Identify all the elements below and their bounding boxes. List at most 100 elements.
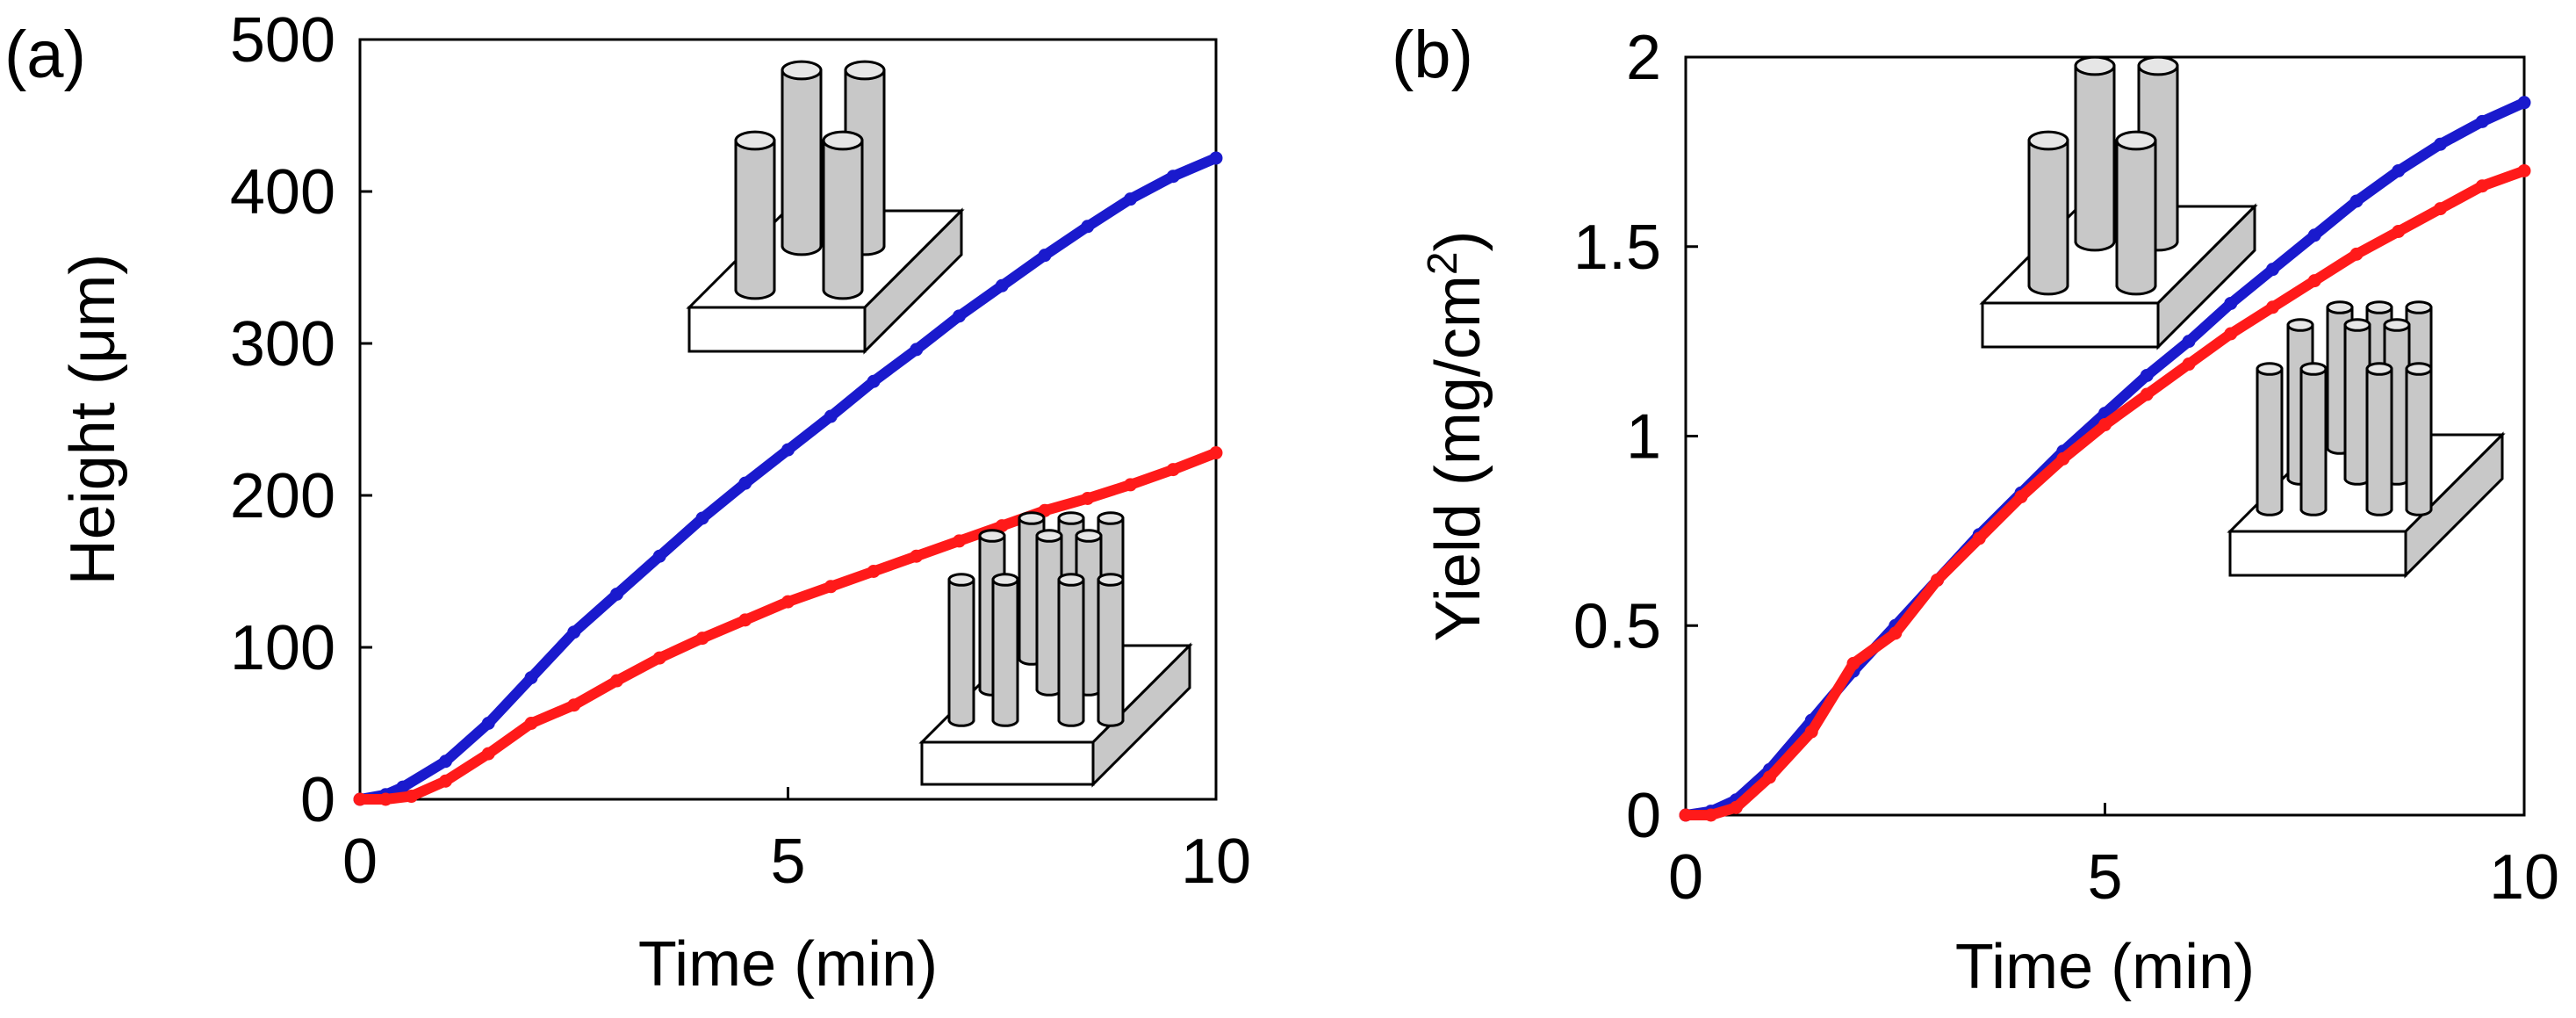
data-point (378, 792, 392, 806)
y-tick-label: 1 (1626, 402, 1661, 473)
panel-label: (b) (1392, 18, 1473, 92)
y-axis-title: Height (μm) (58, 254, 128, 586)
data-point (481, 747, 495, 761)
data-point (2224, 327, 2238, 341)
data-point (2224, 296, 2238, 310)
data-point (2434, 202, 2447, 216)
data-point (524, 671, 538, 685)
data-point (2266, 263, 2279, 277)
series-line (358, 153, 1219, 805)
data-point (1166, 170, 1180, 184)
data-point (910, 343, 924, 357)
data-point (695, 511, 709, 525)
data-point (1889, 626, 1903, 640)
data-point (2307, 274, 2321, 288)
data-point (2392, 163, 2406, 177)
data-point (738, 613, 752, 627)
y-tick-label: 2 (1626, 23, 1661, 93)
data-point (2517, 163, 2531, 177)
data-point (567, 698, 581, 712)
x-tick-label: 0 (1668, 842, 1703, 913)
data-point (910, 549, 924, 563)
y-tick-label: 0 (1626, 781, 1661, 851)
data-point (781, 443, 795, 457)
data-point (1081, 220, 1095, 234)
data-point (1679, 808, 1693, 822)
data-point (405, 790, 418, 804)
data-point (567, 625, 581, 639)
series-blue (1679, 96, 2531, 822)
y-tick-label: 0 (300, 765, 335, 835)
data-point (867, 374, 881, 388)
dense-thin-pillar-array-icon (918, 511, 1193, 788)
sparse-thick-pillar-array-icon (686, 60, 965, 355)
y-tick-label: 200 (230, 461, 335, 531)
data-point (2349, 247, 2364, 261)
y-tick-label: 1.5 (1573, 213, 1661, 283)
data-point (2182, 357, 2196, 372)
x-tick-label: 5 (2087, 842, 2122, 913)
series-line (1685, 97, 2527, 820)
y-tick-label: 0.5 (1573, 591, 1661, 661)
data-point (2014, 490, 2028, 504)
data-point (1846, 656, 1860, 670)
data-point (1081, 491, 1095, 505)
data-point (995, 278, 1009, 292)
data-point (867, 565, 881, 578)
data-point (695, 632, 709, 646)
y-tick-label: 400 (230, 157, 335, 227)
data-point (610, 674, 623, 688)
data-point (953, 534, 966, 548)
x-tick-label: 10 (1181, 827, 1251, 897)
data-point (1166, 463, 1180, 477)
data-point (1209, 446, 1223, 460)
data-point (1124, 192, 1137, 206)
data-point (481, 717, 495, 730)
data-point (2307, 228, 2321, 242)
data-point (524, 717, 538, 730)
series-red (353, 446, 1223, 806)
data-point (2517, 96, 2531, 110)
data-point (1209, 151, 1223, 165)
x-axis-title: Time (min) (638, 929, 938, 1000)
series-line (1686, 165, 2527, 820)
data-point (439, 754, 452, 769)
panel-label: (a) (4, 18, 86, 92)
data-point (2140, 387, 2154, 401)
y-tick-label: 100 (230, 613, 335, 683)
data-point (2182, 335, 2196, 349)
data-point (953, 309, 966, 323)
data-point (2434, 137, 2447, 151)
data-point (1804, 725, 1818, 739)
data-point (738, 476, 752, 490)
data-point (396, 780, 410, 794)
data-point (1704, 808, 1718, 822)
data-point (2056, 451, 2070, 466)
y-axis-title: Yield (mg/cm2) (1420, 230, 1494, 641)
dense-thin-pillar-array-icon (2227, 300, 2506, 579)
x-axis-title: Time (min) (1955, 932, 2255, 1002)
data-point (781, 595, 795, 609)
x-tick-label: 5 (770, 827, 805, 897)
data-point (652, 549, 666, 563)
data-point (824, 580, 838, 594)
sparse-thick-pillar-array-icon (1979, 55, 2258, 350)
data-point (610, 587, 623, 601)
x-tick-label: 10 (2489, 842, 2559, 913)
data-point (1124, 478, 1137, 492)
data-point (1038, 249, 1052, 263)
data-point (2349, 194, 2364, 208)
data-point (995, 519, 1009, 533)
panel-a: (a) 0 100 200 300 400 500 0 5 10 Time (min) Height … (4, 5, 1251, 1000)
series-red (1679, 163, 2531, 822)
data-point (1931, 573, 1944, 587)
data-point (2475, 179, 2489, 193)
data-point (439, 774, 452, 788)
series-line (360, 448, 1219, 805)
y-tick-label: 500 (230, 5, 335, 76)
data-point (2392, 224, 2406, 238)
data-point (652, 651, 666, 665)
data-point (1763, 770, 1776, 784)
data-point (824, 409, 838, 423)
